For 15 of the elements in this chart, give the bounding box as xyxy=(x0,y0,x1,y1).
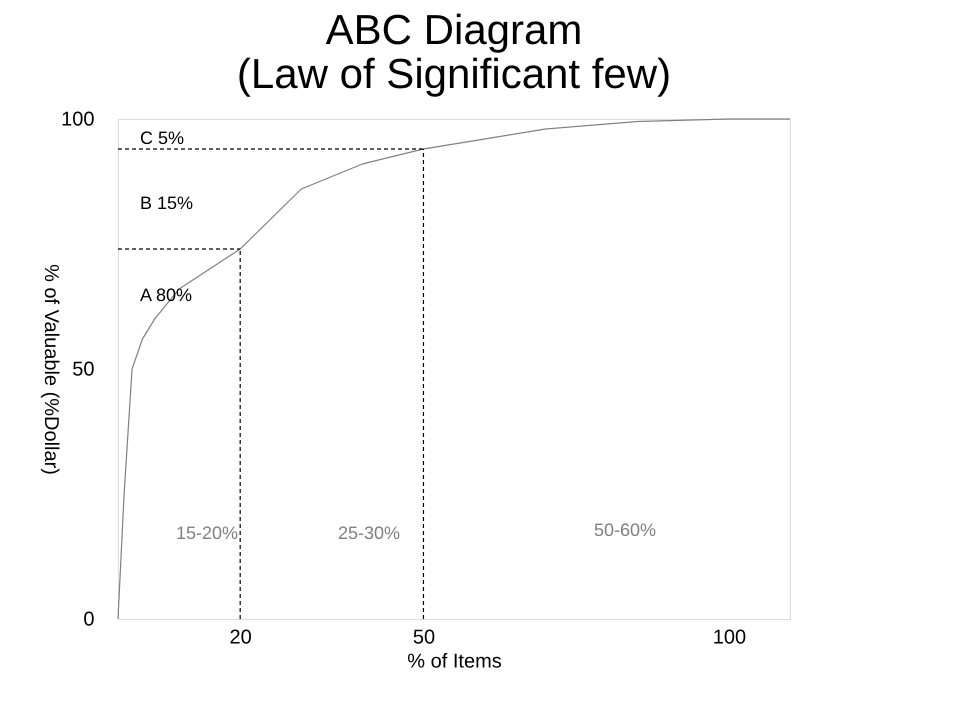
y-axis-title: % of Valuable (%Dollar) xyxy=(40,264,62,475)
annotation: 50-60% xyxy=(594,520,656,540)
annotation: 15-20% xyxy=(176,523,238,543)
annotation: C 5% xyxy=(140,128,184,148)
y-tick-label: 50 xyxy=(72,358,94,380)
annotation: B 15% xyxy=(140,193,194,213)
annotation: A 80% xyxy=(140,285,192,305)
x-tick-label: 50 xyxy=(412,626,436,648)
y-tick-label: 100 xyxy=(61,108,94,130)
y-tick-label: 0 xyxy=(83,608,94,630)
x-axis-title: % of Items xyxy=(407,650,502,672)
x-tick-label: 20 xyxy=(230,626,252,648)
x-tick-label: 100 xyxy=(712,626,746,648)
chart-title: ABC Diagram (Law of Significant few) xyxy=(236,6,672,97)
annotation: 25-30% xyxy=(338,523,400,543)
